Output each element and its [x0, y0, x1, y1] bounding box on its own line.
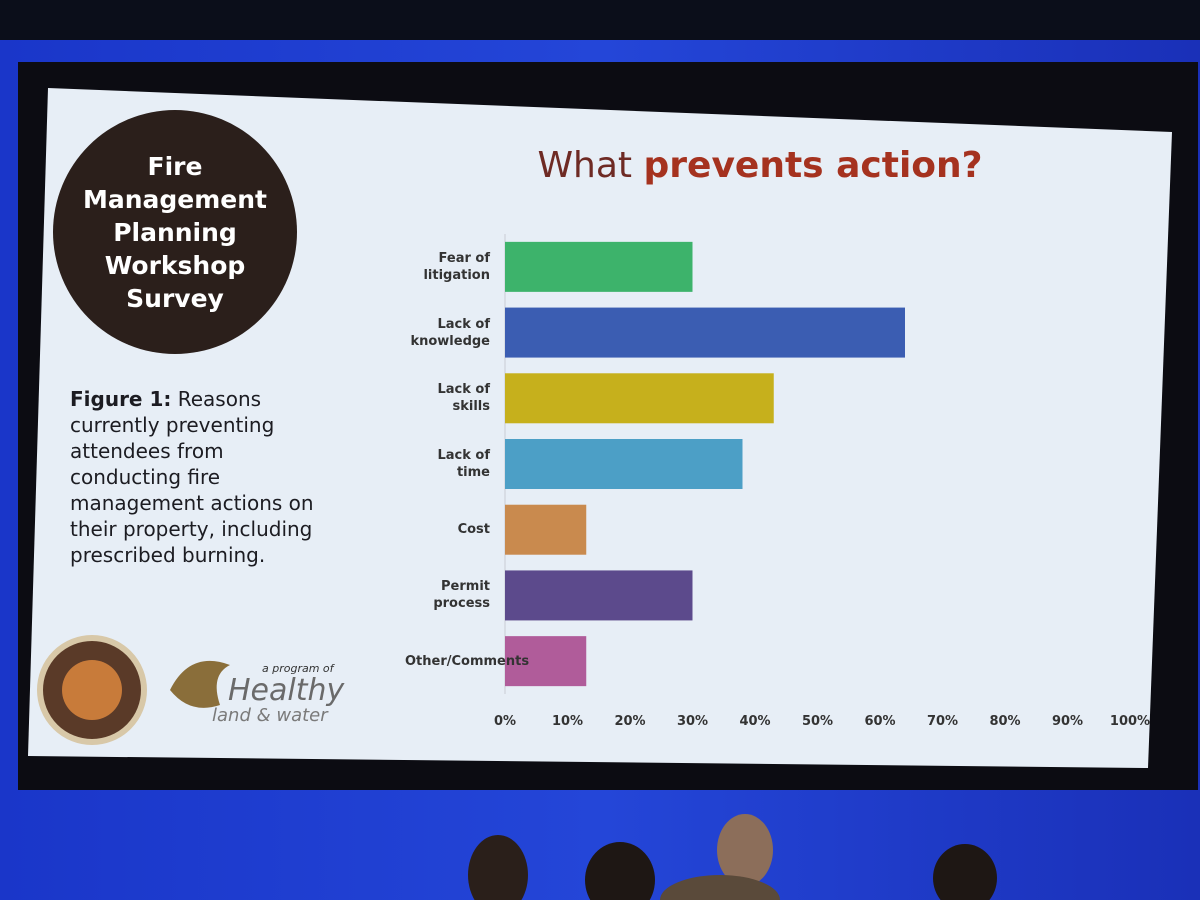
logo-tagline: a program of [262, 662, 334, 675]
figure-caption-block: Figure 1: Reasons currently preventing a… [70, 386, 315, 568]
logo-sub: land & water [212, 705, 328, 726]
x-tick-label: 70% [926, 714, 959, 729]
badge: Fire Management Planning Workshop Survey [53, 110, 297, 354]
bar [505, 504, 587, 555]
x-tick-label: 40% [739, 714, 771, 729]
healthy-logo-mark [170, 660, 230, 708]
x-tick-label: 30% [676, 714, 709, 729]
audience-head [585, 842, 655, 900]
y-tick-label: Permit process [433, 579, 490, 612]
y-tick-label: Lack of skills [437, 382, 490, 415]
chart-title: What prevents action? [480, 145, 1040, 186]
consortium-logo-center [62, 660, 122, 720]
audience-head [468, 835, 528, 900]
x-tick-label: 50% [801, 714, 834, 729]
figure-label: Figure 1: [70, 387, 172, 411]
x-tick-label: 20% [614, 714, 646, 729]
y-tick-label: Other/Comments [405, 653, 530, 669]
y-tick-label: Lack of knowledge [410, 316, 490, 349]
figure-caption: Reasons currently preventing attendees f… [70, 387, 314, 567]
y-tick-label: Lack of time [437, 448, 490, 480]
x-tick-label: 80% [989, 714, 1021, 729]
audience-body [660, 875, 780, 900]
x-tick-label: 100% [1109, 714, 1151, 729]
audience-head [933, 844, 997, 900]
bar [505, 307, 905, 358]
y-tick-label: Cost [457, 522, 490, 538]
x-tick-label: 60% [864, 714, 896, 729]
bar [505, 636, 587, 687]
x-tick-label: 90% [1051, 714, 1084, 729]
title-emphasis: prevents action? [643, 145, 983, 186]
y-tick-label: Fear of litigation [423, 250, 490, 283]
bar [505, 373, 774, 424]
audience-head [717, 814, 773, 886]
slide [28, 88, 1172, 768]
title-plain: What [537, 145, 633, 186]
x-tick-label: 10% [551, 714, 584, 729]
plot [504, 234, 905, 694]
x-tick-label: 0% [493, 714, 517, 729]
logo-name: Healthy [228, 673, 345, 708]
bar [505, 241, 693, 292]
bar [505, 570, 693, 621]
bar [505, 439, 743, 489]
